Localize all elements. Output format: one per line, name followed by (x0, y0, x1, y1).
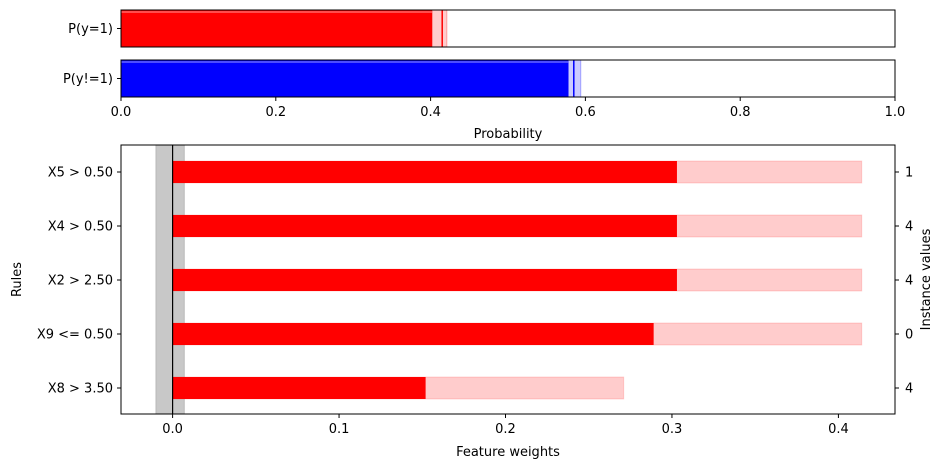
x-axis-label: Probability (474, 127, 543, 142)
y-axis-label: Rules (10, 262, 25, 297)
x-tick-label: 0.4 (420, 105, 441, 120)
instance-value-label: 0 (905, 328, 913, 343)
instance-value-label: 4 (905, 382, 913, 397)
rule-label: X8 > 3.50 (48, 382, 113, 397)
x-tick-label: 0.0 (162, 422, 183, 437)
probability-interval (431, 9, 448, 48)
y-tick-label: P(y!=1) (63, 72, 113, 87)
rule-label: X5 > 0.50 (48, 166, 113, 181)
x-tick-label: 0.2 (265, 105, 286, 120)
instance-value-label: 4 (905, 220, 913, 235)
probability-bar (121, 10, 433, 47)
feature-weights-panel: X5 > 0.50 1 X4 > 0.50 4 X2 > 2.50 4 X9 <= 0.50… (10, 144, 934, 460)
x-tick-label: 0.2 (495, 422, 516, 437)
weight-bar (172, 377, 426, 399)
weight-bar (172, 161, 677, 183)
x-tick-label: 0.4 (828, 422, 849, 437)
instance-value-label: 4 (905, 274, 913, 289)
x-axis-label: Feature weights (456, 445, 560, 460)
instance-value-label: 1 (905, 166, 913, 181)
weight-bar (172, 269, 677, 291)
weight-bar (172, 323, 654, 345)
x-tick-label: 0.0 (111, 105, 132, 120)
x-tick-label: 0.6 (575, 105, 596, 120)
probability-interval (567, 59, 582, 98)
rule-label: X2 > 2.50 (48, 274, 113, 289)
x-tick-label: 0.1 (329, 422, 350, 437)
rule-label: X4 > 0.50 (48, 220, 113, 235)
x-tick-label: 1.0 (885, 105, 906, 120)
probability-bar (121, 60, 569, 97)
rule-label: X9 <= 0.50 (37, 328, 113, 343)
axes-frame (120, 144, 896, 415)
weight-bar (172, 215, 677, 237)
x-tick-label: 0.8 (730, 105, 751, 120)
y-tick-label: P(y=1) (68, 22, 113, 37)
probability-panel: P(y=1) P(y!=1) 0.0 0.2 0.4 0.6 0.8 1.0 Probabili… (63, 9, 906, 142)
x-tick-label: 0.3 (662, 422, 683, 437)
y-axis-label-right: Instance values (919, 228, 934, 330)
